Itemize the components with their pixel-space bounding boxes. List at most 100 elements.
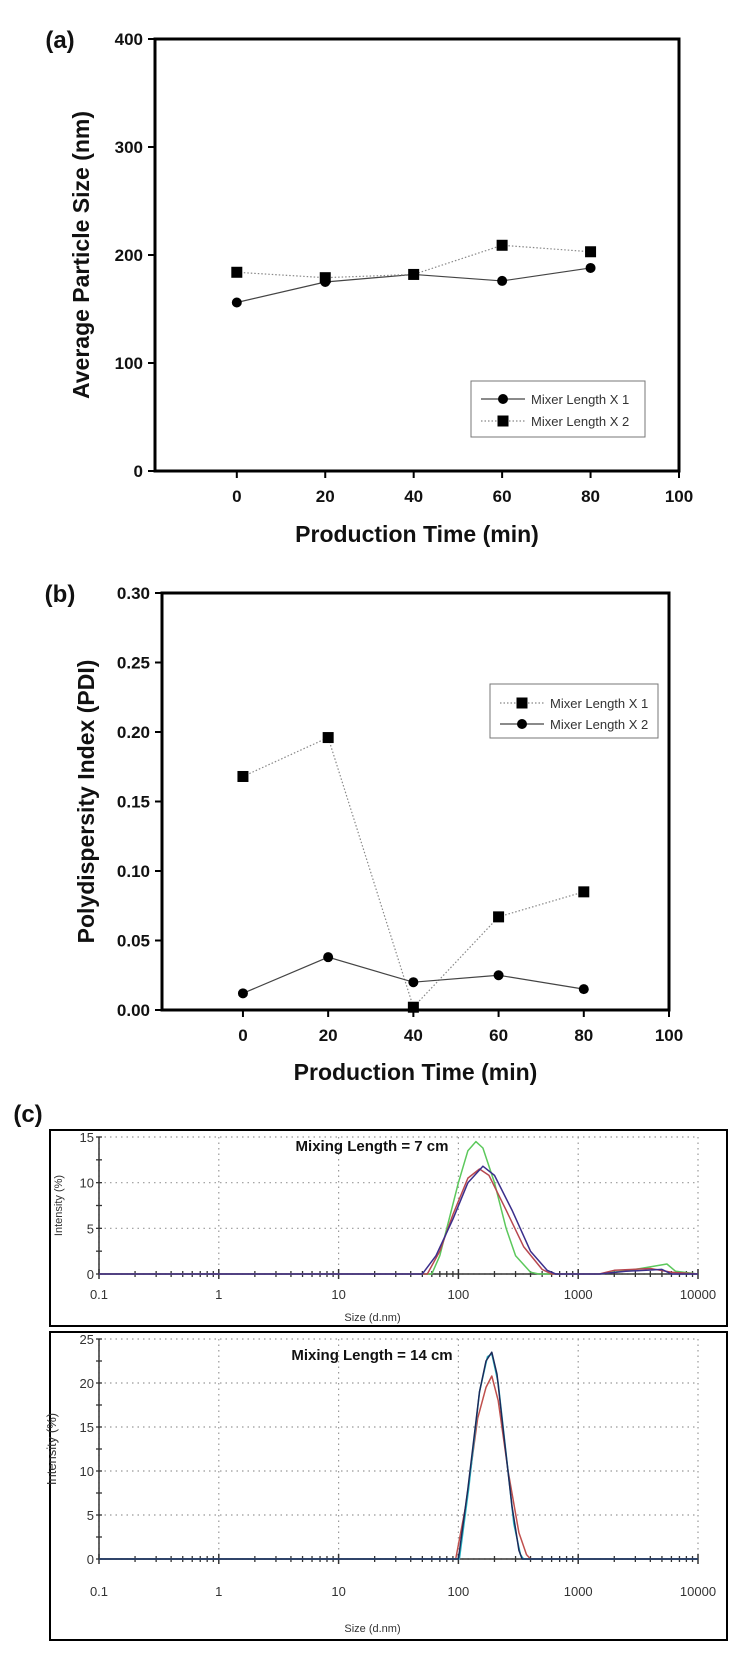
series-curve-3 xyxy=(99,1165,698,1275)
panel-label: (b) xyxy=(45,581,76,608)
data-point xyxy=(237,770,249,782)
x-tick-label: 100 xyxy=(448,1287,470,1302)
y-tick-label: 0 xyxy=(87,1552,94,1567)
legend-box xyxy=(489,683,659,739)
legend-label: Mixer Length X 2 xyxy=(531,414,629,429)
legend-marker xyxy=(498,394,508,404)
series-2 xyxy=(237,952,589,999)
x-tick-label: 40 xyxy=(404,1026,423,1045)
data-point xyxy=(493,911,505,923)
data-point xyxy=(407,1001,419,1013)
x-tick-label: 100 xyxy=(665,487,693,506)
x-tick-label: 40 xyxy=(404,487,423,506)
panel-label: (a) xyxy=(45,27,74,54)
x-tick-label: 10 xyxy=(331,1584,345,1599)
y-tick-label: 15 xyxy=(80,1420,94,1435)
data-point xyxy=(585,262,596,273)
x-tick-label: 1000 xyxy=(564,1584,593,1599)
x-axis-title: Size (d.nm) xyxy=(344,1623,400,1635)
y-tick-label: 0.25 xyxy=(117,654,150,673)
x-tick-label: 0.1 xyxy=(90,1287,108,1302)
chart-panel-c2: 0.1 1 10 100 1000 10000 0 5 10 15 20 25 Size (d.nm) I… xyxy=(44,1331,728,1641)
series-curve-3 xyxy=(99,1351,698,1560)
y-axis-title: Intensity (%) xyxy=(53,1175,65,1236)
y-tick-label: 5 xyxy=(87,1508,94,1523)
x-axis-title: Production Time (min) xyxy=(294,1059,538,1085)
x-tick-label: 10000 xyxy=(680,1584,716,1599)
x-tick-label: 0 xyxy=(238,1026,247,1045)
x-axis-title: Size (d.nm) xyxy=(344,1312,400,1324)
panel-frame xyxy=(49,1129,728,1327)
x-tick-label: 0 xyxy=(232,487,241,506)
x-tick-label: 60 xyxy=(493,487,512,506)
y-tick-label: 10 xyxy=(80,1176,94,1191)
data-point xyxy=(322,732,334,744)
chart-panel-a: (a) 0 20 40 60 80 100 0 100 200 300 400 Production T… xyxy=(45,27,693,547)
data-point xyxy=(578,886,590,898)
x-tick-label: 1 xyxy=(215,1287,222,1302)
data-point xyxy=(408,268,420,280)
series-line xyxy=(242,736,584,1009)
data-point xyxy=(578,984,589,995)
y-tick-label: 0.10 xyxy=(117,862,150,881)
legend-marker xyxy=(516,697,528,709)
x-tick-label: 0.1 xyxy=(90,1584,108,1599)
data-point xyxy=(408,977,419,988)
x-tick-label: 100 xyxy=(655,1026,683,1045)
x-tick-label: 1000 xyxy=(564,1287,593,1302)
y-tick-label: 100 xyxy=(115,354,143,373)
legend-label: Mixer Length X 2 xyxy=(550,717,648,732)
y-tick-label: 0.30 xyxy=(117,584,150,603)
x-axis-title: Production Time (min) xyxy=(295,521,539,547)
data-point xyxy=(237,988,248,999)
y-tick-label: 0.15 xyxy=(117,793,150,812)
y-tick-label: 0 xyxy=(87,1267,94,1282)
legend: Mixer Length X 1 Mixer Length X 2 xyxy=(489,683,659,739)
y-tick-label: 20 xyxy=(80,1376,94,1391)
legend: Mixer Length X 1 Mixer Length X 2 xyxy=(470,380,646,438)
y-tick-label: 5 xyxy=(87,1221,94,1236)
data-point xyxy=(231,266,243,278)
x-tick-label: 80 xyxy=(581,487,600,506)
y-tick-label: 15 xyxy=(80,1130,94,1145)
legend-label: Mixer Length X 1 xyxy=(531,392,629,407)
y-tick-label: 0.05 xyxy=(117,932,150,951)
chart-title: Mixing Length = 7 cm xyxy=(296,1138,449,1155)
x-tick-label: 80 xyxy=(574,1026,593,1045)
x-tick-label: 20 xyxy=(316,487,335,506)
panel-frame xyxy=(49,1331,728,1641)
x-tick-label: 60 xyxy=(489,1026,508,1045)
chart-panel-c1: 0.1 1 10 100 1000 10000 0 5 10 15 Size (d.nm) Inten… xyxy=(49,1129,728,1327)
data-point xyxy=(323,952,334,963)
panel-label: (c) xyxy=(13,1101,42,1128)
chart-title: Mixing Length = 14 cm xyxy=(291,1347,452,1364)
y-tick-label: 0 xyxy=(134,462,143,481)
chart-panel-b: (b) 0 20 40 60 80 100 0.00 0.05 0.10 0.15 0.20 0.25 0… xyxy=(45,581,684,1085)
y-tick-label: 0.20 xyxy=(117,723,150,742)
legend-marker xyxy=(517,719,527,729)
y-axis-title: Average Particle Size (nm) xyxy=(68,111,94,399)
legend-marker xyxy=(497,415,509,427)
plot-frame xyxy=(160,591,671,1012)
data-point xyxy=(231,297,242,308)
data-point xyxy=(585,246,597,258)
legend-box xyxy=(470,380,646,438)
legend-label: Mixer Length X 1 xyxy=(550,696,648,711)
x-tick-label: 100 xyxy=(448,1584,470,1599)
data-point xyxy=(497,275,508,286)
y-axis-title: Polydispersity Index (PDI) xyxy=(73,660,99,944)
y-tick-label: 400 xyxy=(115,30,143,49)
y-tick-label: 25 xyxy=(80,1332,94,1347)
data-point xyxy=(496,239,508,251)
x-tick-label: 20 xyxy=(319,1026,338,1045)
series-line xyxy=(242,956,584,994)
data-point xyxy=(319,272,331,284)
series-2 xyxy=(231,239,597,284)
series-1 xyxy=(237,732,590,1013)
x-tick-label: 1 xyxy=(215,1584,222,1599)
x-tick-label: 10000 xyxy=(680,1287,716,1302)
x-tick-label: 10 xyxy=(331,1287,345,1302)
y-axis-title: Intensity (%) xyxy=(44,1413,59,1485)
y-tick-label: 200 xyxy=(115,246,143,265)
